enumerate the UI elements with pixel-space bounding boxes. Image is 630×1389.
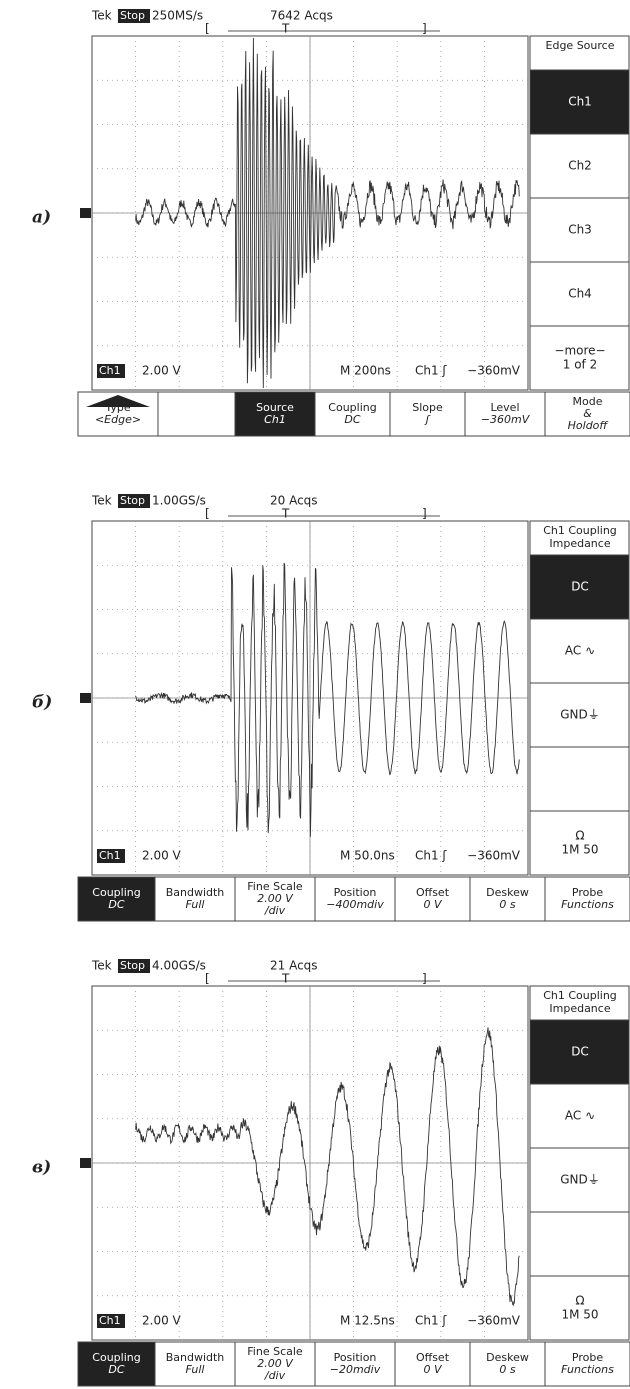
- readout-channel: Ch1: [99, 1314, 121, 1327]
- bottom-menu-text: −20mdiv: [330, 1363, 381, 1376]
- brand: Tek: [91, 9, 112, 23]
- side-menu-text: Ch4: [568, 287, 592, 301]
- bottom-menu-text: 0 V: [423, 1363, 442, 1376]
- readout-volts: 2.00 V: [142, 849, 182, 863]
- sample-rate: 4.00GS/s: [152, 959, 206, 973]
- bottom-menu-text: Functions: [561, 1363, 614, 1376]
- readout-trigger-level: −360mV: [467, 849, 521, 863]
- acquisitions: 20 Acqs: [270, 494, 318, 508]
- brand: Tek: [91, 959, 112, 973]
- side-menu-text: Ω: [575, 1294, 584, 1308]
- side-menu-title: Impedance: [549, 1002, 610, 1015]
- brand: Tek: [91, 494, 112, 508]
- panel-label: а): [32, 208, 51, 228]
- figure: а) Tek Stop 250MS/s 7642 Acqs [ T] Ch1 2.00 V M 2…: [0, 0, 630, 1389]
- side-menu-text: DC: [571, 1045, 589, 1059]
- bracket-left: [: [205, 507, 210, 521]
- sample-rate: 1.00GS/s: [152, 494, 206, 508]
- bottom-menu-text: /div: [264, 904, 286, 917]
- ground-marker: [80, 693, 91, 703]
- acquisitions: 7642 Acqs: [270, 9, 333, 23]
- sample-rate: 250MS/s: [152, 9, 203, 23]
- readout-trigger-level: −360mV: [467, 364, 521, 378]
- bottom-menu-text: 0 V: [423, 898, 442, 911]
- bottom-menu-text: DC: [108, 1363, 124, 1376]
- side-menu-text: Ω: [575, 829, 584, 843]
- readout-channel: Ch1: [99, 364, 121, 377]
- bottom-menu-text: 0 s: [499, 898, 515, 911]
- bottom-menu-text: DC: [108, 898, 124, 911]
- acquisitions: 21 Acqs: [270, 959, 318, 973]
- trigger-marker: T: [281, 22, 290, 36]
- trigger-marker: T: [281, 507, 290, 521]
- trigger-marker: T: [281, 972, 290, 986]
- bottom-menu-text: DC: [344, 413, 360, 426]
- side-menu-title: Impedance: [549, 537, 610, 550]
- bottom-menu-text: Ch1: [264, 413, 286, 426]
- bracket-right: ]: [422, 22, 427, 36]
- side-menu-item[interactable]: [530, 1212, 629, 1276]
- side-menu-text: AC ∿: [565, 1109, 595, 1123]
- side-menu-text: Ch1: [568, 95, 592, 109]
- bottom-menu-text: Holdoff: [568, 419, 609, 432]
- side-menu-text: Ch2: [568, 159, 592, 173]
- bracket-right: ]: [422, 972, 427, 986]
- bracket-left: [: [205, 972, 210, 986]
- side-menu-text: 1M 50: [561, 843, 598, 857]
- readout-volts: 2.00 V: [142, 364, 182, 378]
- ground-marker: [80, 1158, 91, 1168]
- readout-channel: Ch1: [99, 849, 121, 862]
- readout-trigger-source: Ch1 ʃ: [415, 364, 447, 378]
- bottom-menu-text: −400mdiv: [326, 898, 384, 911]
- bottom-menu-text: Full: [186, 1363, 205, 1376]
- side-menu-title: Ch1 Coupling: [543, 989, 617, 1002]
- bottom-menu-text: /div: [264, 1369, 286, 1382]
- readout-volts: 2.00 V: [142, 1314, 182, 1328]
- bracket-right: ]: [422, 507, 427, 521]
- status: Stop: [120, 9, 145, 22]
- side-menu-text: Ch3: [568, 223, 592, 237]
- readout-trigger-source: Ch1 ʃ: [415, 849, 447, 863]
- side-menu-item[interactable]: [530, 747, 629, 811]
- side-menu-text: 1M 50: [561, 1308, 598, 1322]
- status: Stop: [120, 959, 145, 972]
- ground-marker: [80, 208, 91, 218]
- side-menu-text: 1 of 2: [563, 358, 597, 372]
- bottom-menu-text: Full: [186, 898, 205, 911]
- side-menu-text: −more−: [554, 344, 605, 358]
- side-menu-text: AC ∿: [565, 644, 595, 658]
- readout-trigger-level: −360mV: [467, 1314, 521, 1328]
- readout-trigger-source: Ch1 ʃ: [415, 1314, 447, 1328]
- bottom-menu-item[interactable]: [158, 392, 235, 436]
- bottom-menu-text: Functions: [561, 898, 614, 911]
- readout-timebase: M 12.5ns: [340, 1314, 395, 1328]
- readout-timebase: M 200ns: [340, 364, 391, 378]
- side-menu-title: Edge Source: [546, 39, 615, 52]
- side-menu-text: DC: [571, 580, 589, 594]
- panel-label: б): [32, 693, 52, 713]
- side-menu-title: Ch1 Coupling: [543, 524, 617, 537]
- panel-label: в): [32, 1158, 51, 1178]
- bottom-menu-text: 0 s: [499, 1363, 515, 1376]
- side-menu-text: GND⏚: [560, 708, 600, 722]
- readout-timebase: M 50.0ns: [340, 849, 395, 863]
- status: Stop: [120, 494, 145, 507]
- bottom-menu-text: −360mV: [481, 413, 531, 426]
- bottom-menu-text: <Edge>: [95, 413, 141, 426]
- bracket-left: [: [205, 22, 210, 36]
- side-menu-text: GND⏚: [560, 1173, 600, 1187]
